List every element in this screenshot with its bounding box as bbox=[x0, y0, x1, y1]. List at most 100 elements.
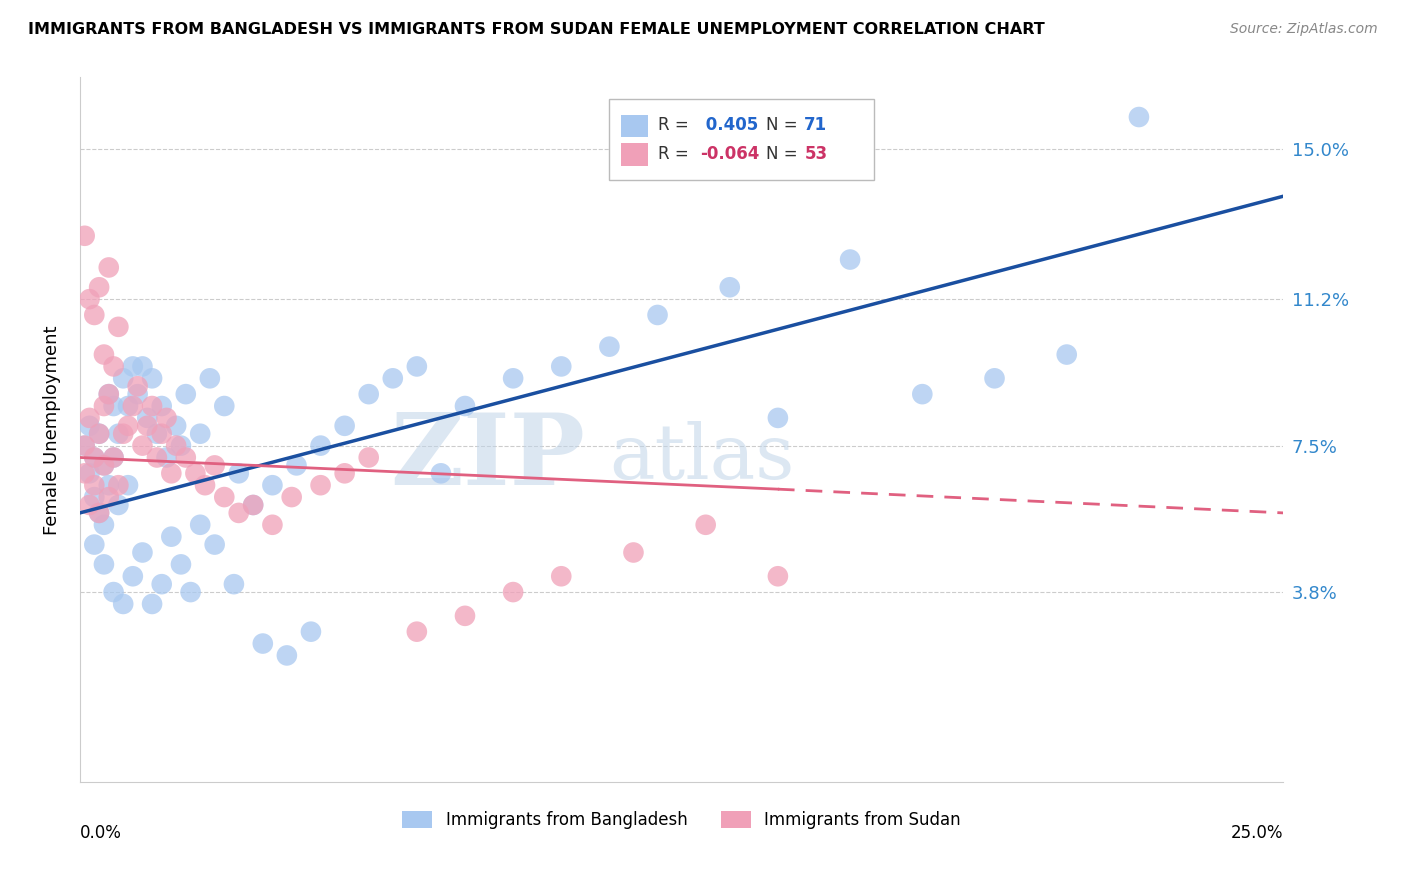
Text: N =: N = bbox=[766, 116, 803, 135]
Point bbox=[357, 450, 380, 465]
Point bbox=[79, 410, 101, 425]
Text: IMMIGRANTS FROM BANGLADESH VS IMMIGRANTS FROM SUDAN FEMALE UNEMPLOYMENT CORRELAT: IMMIGRANTS FROM BANGLADESH VS IMMIGRANTS… bbox=[28, 22, 1045, 37]
Point bbox=[381, 371, 404, 385]
Point bbox=[454, 608, 477, 623]
Point bbox=[228, 467, 250, 481]
Point bbox=[502, 371, 524, 385]
Point bbox=[121, 359, 143, 374]
Point bbox=[97, 478, 120, 492]
Point bbox=[146, 450, 169, 465]
Point bbox=[79, 418, 101, 433]
Point bbox=[155, 410, 177, 425]
Point bbox=[79, 467, 101, 481]
Point bbox=[93, 558, 115, 572]
Point bbox=[117, 478, 139, 492]
Point bbox=[127, 387, 149, 401]
Point bbox=[89, 426, 111, 441]
Point bbox=[73, 467, 96, 481]
Point bbox=[165, 418, 187, 433]
Bar bbox=[621, 115, 648, 137]
Point bbox=[222, 577, 245, 591]
Point bbox=[333, 467, 356, 481]
Point bbox=[184, 467, 207, 481]
Point bbox=[83, 308, 105, 322]
Point bbox=[79, 498, 101, 512]
Point bbox=[502, 585, 524, 599]
Point bbox=[198, 371, 221, 385]
Point bbox=[107, 426, 129, 441]
Point bbox=[550, 359, 572, 374]
Point bbox=[1056, 347, 1078, 361]
Point bbox=[93, 399, 115, 413]
FancyBboxPatch shape bbox=[609, 99, 875, 179]
Text: N =: N = bbox=[766, 145, 803, 162]
Text: 0.0%: 0.0% bbox=[80, 824, 122, 842]
Point bbox=[299, 624, 322, 639]
Point bbox=[103, 359, 125, 374]
Point bbox=[93, 517, 115, 532]
Point bbox=[83, 450, 105, 465]
Point bbox=[911, 387, 934, 401]
Point bbox=[280, 490, 302, 504]
Point bbox=[97, 490, 120, 504]
Point bbox=[89, 280, 111, 294]
Point bbox=[146, 426, 169, 441]
Point bbox=[136, 418, 159, 433]
Point bbox=[89, 506, 111, 520]
Point bbox=[93, 458, 115, 473]
Point bbox=[89, 506, 111, 520]
Point bbox=[766, 410, 789, 425]
Point bbox=[79, 292, 101, 306]
Text: R =: R = bbox=[658, 145, 693, 162]
Text: 53: 53 bbox=[804, 145, 828, 162]
Point bbox=[131, 545, 153, 559]
Point bbox=[1128, 110, 1150, 124]
Point bbox=[252, 636, 274, 650]
Point bbox=[97, 387, 120, 401]
Point bbox=[107, 498, 129, 512]
Point bbox=[204, 458, 226, 473]
Point bbox=[93, 458, 115, 473]
Point bbox=[83, 478, 105, 492]
Point bbox=[405, 624, 427, 639]
Point bbox=[550, 569, 572, 583]
Point bbox=[73, 439, 96, 453]
Point bbox=[170, 439, 193, 453]
Point bbox=[695, 517, 717, 532]
Point bbox=[89, 426, 111, 441]
Point bbox=[228, 506, 250, 520]
Y-axis label: Female Unemployment: Female Unemployment bbox=[44, 325, 60, 534]
Point bbox=[150, 399, 173, 413]
Point bbox=[174, 387, 197, 401]
Point bbox=[97, 387, 120, 401]
Point bbox=[117, 418, 139, 433]
Point bbox=[103, 450, 125, 465]
Point bbox=[276, 648, 298, 663]
Point bbox=[127, 379, 149, 393]
Point bbox=[170, 558, 193, 572]
Point bbox=[73, 439, 96, 453]
Point bbox=[204, 538, 226, 552]
Point bbox=[112, 597, 135, 611]
Text: 0.405: 0.405 bbox=[700, 116, 758, 135]
Point bbox=[309, 478, 332, 492]
Point bbox=[103, 585, 125, 599]
Point bbox=[242, 498, 264, 512]
Point bbox=[131, 359, 153, 374]
Point bbox=[103, 450, 125, 465]
Point bbox=[83, 538, 105, 552]
Point bbox=[107, 319, 129, 334]
Point bbox=[454, 399, 477, 413]
Point bbox=[93, 347, 115, 361]
Point bbox=[141, 371, 163, 385]
Point bbox=[357, 387, 380, 401]
Point bbox=[136, 410, 159, 425]
Point bbox=[83, 490, 105, 504]
Point bbox=[165, 439, 187, 453]
Point bbox=[333, 418, 356, 433]
Point bbox=[103, 399, 125, 413]
Point bbox=[839, 252, 862, 267]
Point bbox=[73, 228, 96, 243]
Point bbox=[117, 399, 139, 413]
Point bbox=[141, 597, 163, 611]
